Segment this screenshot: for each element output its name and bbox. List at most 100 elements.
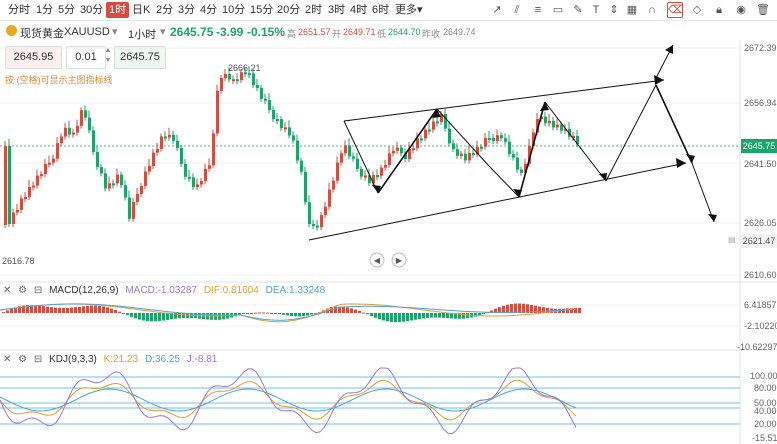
tf-more[interactable]: 更多▾ (395, 3, 423, 17)
interval-selector[interactable]: 1小时 (128, 29, 157, 41)
candle-body (84, 110, 87, 118)
tf-10m[interactable]: 10分 (222, 4, 246, 16)
tf-30m[interactable]: 30分 (80, 4, 104, 16)
macd-bar (42, 306, 45, 313)
candle-body (120, 174, 123, 186)
buy-button[interactable]: 2645.75 (114, 46, 166, 69)
tf-20m[interactable]: 20分 (277, 4, 301, 16)
candle-body (308, 202, 311, 224)
fib-tool-icon[interactable]: ≡ (534, 4, 542, 16)
candle-body (568, 128, 571, 137)
collapse-icon[interactable]: ⊟ (33, 354, 43, 365)
price-axis-label: 2656.94 (744, 98, 777, 108)
magnet-tool-icon[interactable]: ∩ (648, 4, 656, 16)
close-icon[interactable]: ✕ (3, 285, 12, 296)
symbol-name[interactable]: 现货黄金 (20, 28, 64, 40)
next-button[interactable] (391, 252, 407, 268)
candle-body (324, 206, 327, 216)
macd-bar (498, 307, 501, 313)
channel-lower-line (308, 162, 687, 241)
tf-daily[interactable]: 日K (132, 4, 151, 16)
candle-body (92, 130, 95, 152)
macd-bar (250, 312, 253, 314)
macd-bar (162, 313, 165, 321)
candle-body (112, 183, 115, 186)
macd-bar (302, 313, 305, 317)
settings-icon[interactable]: ⚙ (18, 285, 28, 296)
arrowhead (513, 189, 522, 197)
candle-body (384, 164, 387, 168)
candle-body (372, 175, 375, 184)
tf-5m[interactable]: 5分 (58, 4, 76, 16)
erase-drawing-icon[interactable]: ⌫ (667, 2, 684, 18)
macd-bar (410, 313, 413, 321)
collapse-icon[interactable]: ⊟ (33, 285, 43, 296)
measure-tool-icon[interactable]: ▦ (626, 4, 638, 16)
d-value: D:36.25 (144, 354, 180, 365)
candle-body (576, 136, 579, 144)
macd-bar (54, 307, 57, 313)
macd-bar (282, 313, 285, 315)
delete-icon[interactable]: 🗑︎ (756, 4, 770, 16)
brush-tool-icon[interactable]: ✎ (573, 4, 583, 16)
text-tool-icon[interactable]: T (592, 4, 600, 16)
visibility-icon[interactable]: ◉ (736, 4, 746, 16)
trendline-tool-icon[interactable]: ↗ (492, 4, 502, 16)
tf-3h[interactable]: 3时 (328, 4, 346, 16)
eraser-icon[interactable]: ◇ (692, 4, 702, 16)
candle-body (240, 72, 243, 81)
tf-1h[interactable]: 1时 (106, 2, 130, 18)
close-icon[interactable]: ✕ (3, 354, 12, 365)
macd-bar (434, 313, 437, 318)
tf-2m[interactable]: 2分 (156, 4, 174, 16)
macd-bar (526, 304, 529, 313)
tf-1m[interactable]: 1分 (36, 4, 54, 16)
lock-icon[interactable]: 🔒︎ (716, 4, 722, 16)
macd-bar (142, 313, 145, 321)
settings-icon[interactable]: ⚙ (18, 354, 28, 365)
tf-4h[interactable]: 4时 (350, 4, 368, 16)
alert-icon[interactable]: ▤ (728, 235, 736, 244)
candle-body (564, 128, 567, 131)
macd-bar (450, 313, 453, 319)
candle-body (196, 184, 199, 188)
arrowhead (676, 158, 686, 168)
candle-body (416, 138, 419, 149)
tf-15m[interactable]: 15分 (250, 4, 274, 16)
macd-bar (414, 313, 417, 320)
candle-body (8, 146, 11, 224)
macd-bar (114, 310, 117, 313)
lot-stepper-icon[interactable]: ▲ ▼ (104, 47, 112, 64)
chevron-down-icon[interactable]: ▾ (112, 26, 118, 38)
macd-bar (58, 307, 61, 313)
arrowhead (599, 173, 607, 181)
tf-3m[interactable]: 3分 (178, 4, 196, 16)
tf-2h[interactable]: 2时 (305, 4, 323, 16)
macd-bar (174, 313, 177, 319)
candle-body (356, 158, 359, 169)
macd-bar (138, 313, 141, 320)
candle-body (248, 73, 251, 76)
price-range-tool-icon[interactable]: ⇕ (609, 4, 619, 16)
tf-4m[interactable]: 4分 (200, 4, 218, 16)
macd-histogram (2, 303, 581, 323)
parallel-channel-tool-icon[interactable]: ⫽ (514, 4, 520, 16)
prev-button[interactable] (369, 252, 385, 268)
rectangle-tool-icon[interactable]: ▭ (552, 4, 564, 16)
chevron-down-icon[interactable]: ▾ (160, 26, 166, 38)
symbol-code[interactable]: XAUUSD (64, 26, 110, 38)
macd-bar (406, 313, 409, 322)
macd-bar (30, 305, 33, 313)
tf-6h[interactable]: 6时 (372, 4, 390, 16)
prev-close-value: 2649.74 (443, 27, 476, 37)
sell-button[interactable]: 2645.95 (5, 46, 62, 69)
candle-body (168, 134, 171, 138)
macd-bar (274, 313, 277, 314)
lot-input[interactable]: 0.01 (66, 46, 106, 69)
macd-bar (518, 303, 521, 313)
tf-fenshi[interactable]: 分时 (8, 4, 30, 16)
candle-body (516, 157, 519, 170)
macd-bar (94, 305, 97, 313)
candle-body (428, 129, 431, 132)
